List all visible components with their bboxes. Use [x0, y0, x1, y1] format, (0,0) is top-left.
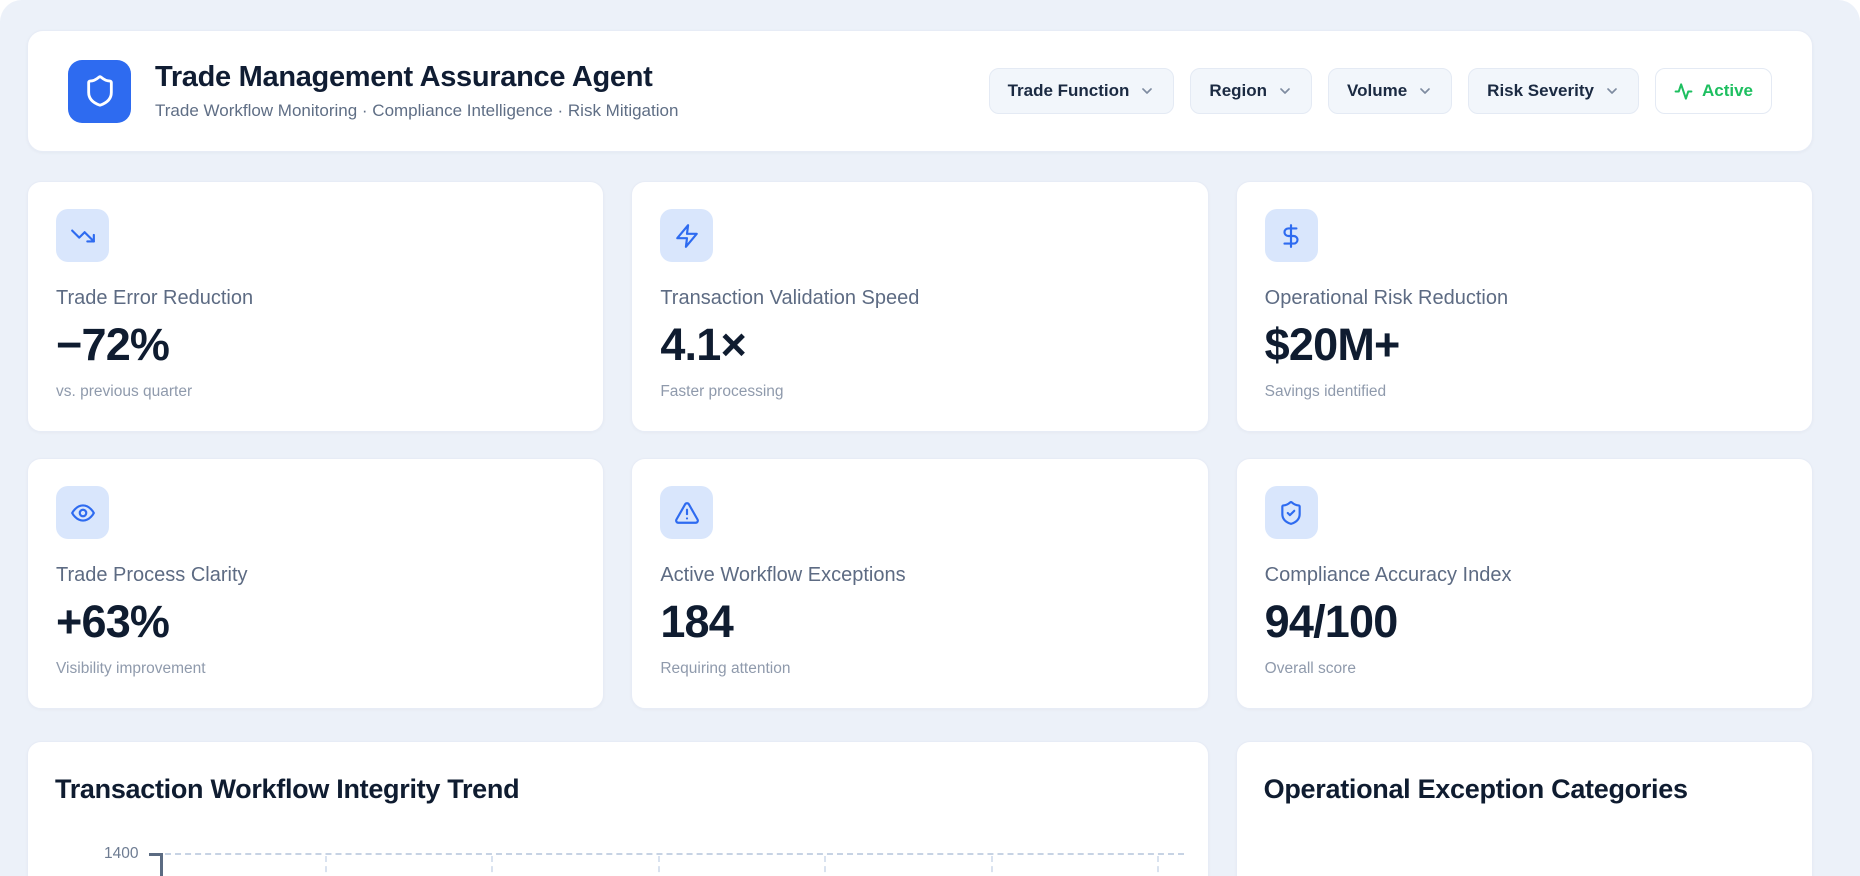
metric-label: Operational Risk Reduction: [1264, 287, 1509, 309]
metric-subtext: Overall score: [1264, 660, 1356, 677]
metric-card-validation-speed: Transaction Validation Speed 4.1× Faster…: [631, 181, 1209, 432]
metric-icon-chip: [660, 486, 714, 539]
metrics-grid: Trade Error Reduction −72% vs. previous …: [27, 181, 1813, 709]
panel-workflow-integrity-trend: Transaction Workflow Integrity Trend 140…: [27, 741, 1209, 876]
y-axis-tick-mark: [149, 853, 162, 856]
header-titles: Trade Management Assurance Agent Trade W…: [155, 61, 678, 121]
filter-region-label: Region: [1209, 81, 1268, 100]
filter-volume[interactable]: Volume: [1328, 68, 1453, 114]
metric-label: Compliance Accuracy Index: [1264, 564, 1512, 586]
chart-v-gridline: [1157, 856, 1159, 876]
filter-risk-severity-label: Risk Severity: [1487, 81, 1594, 100]
chart-v-gridline: [491, 856, 493, 876]
chevron-down-icon: [1420, 88, 1431, 94]
alert-triangle-icon: [674, 501, 699, 524]
filter-region[interactable]: Region: [1190, 68, 1313, 114]
bottom-panels: Transaction Workflow Integrity Trend 140…: [27, 741, 1813, 876]
chart-h-gridline: [165, 853, 1184, 855]
metric-value: 94/100: [1264, 596, 1399, 647]
y-axis-line: [160, 853, 163, 876]
chart-v-gridline: [824, 856, 826, 876]
metric-card-trade-error-reduction: Trade Error Reduction −72% vs. previous …: [27, 181, 605, 432]
metric-subtext: Visibility improvement: [56, 660, 206, 677]
metric-label: Transaction Validation Speed: [660, 287, 920, 309]
metric-card-workflow-exceptions: Active Workflow Exceptions 184 Requiring…: [631, 458, 1209, 709]
metric-value: 184: [660, 596, 734, 647]
metric-icon-chip: [1264, 209, 1318, 262]
header-bar: Trade Management Assurance Agent Trade W…: [27, 30, 1813, 152]
metric-subtext: Requiring attention: [660, 660, 791, 677]
status-badge[interactable]: Active: [1654, 68, 1772, 114]
chevron-down-icon: [1142, 88, 1153, 94]
panel-title: Transaction Workflow Integrity Trend: [55, 774, 520, 804]
metric-subtext: vs. previous quarter: [56, 383, 193, 400]
metric-label: Active Workflow Exceptions: [660, 564, 906, 586]
filter-volume-label: Volume: [1347, 81, 1408, 100]
metric-subtext: Faster processing: [660, 383, 784, 400]
chevron-down-icon: [1607, 88, 1617, 94]
metric-icon-chip: [1264, 486, 1318, 539]
header-actions: Trade Function Region Volume Risk Severi…: [988, 68, 1772, 114]
metric-icon-chip: [660, 209, 714, 262]
metric-value: $20M+: [1264, 319, 1401, 370]
shield-icon: [86, 75, 113, 107]
metric-card-risk-reduction: Operational Risk Reduction $20M+ Savings…: [1235, 181, 1813, 432]
y-axis-tick-label: 1400: [104, 845, 139, 862]
chevron-down-icon: [1280, 88, 1290, 94]
app-logo: [68, 59, 131, 123]
filter-trade-function[interactable]: Trade Function: [988, 68, 1175, 114]
page-subtitle: Trade Workflow Monitoring · Compliance I…: [155, 101, 679, 120]
eye-icon: [70, 503, 95, 522]
metric-value: +63%: [56, 596, 170, 647]
metric-value: −72%: [56, 319, 170, 370]
zap-icon: [675, 223, 698, 248]
metric-label: Trade Error Reduction: [56, 287, 254, 309]
chart-v-gridline: [658, 856, 660, 876]
metric-subtext: Savings identified: [1264, 383, 1387, 400]
metric-label: Trade Process Clarity: [56, 564, 248, 586]
page-title: Trade Management Assurance Agent: [155, 61, 653, 93]
metric-icon-chip: [56, 209, 109, 262]
metric-icon-chip: [56, 486, 109, 539]
status-label: Active: [1701, 81, 1753, 100]
dollar-icon: [1283, 223, 1299, 248]
metric-card-compliance-accuracy: Compliance Accuracy Index 94/100 Overall…: [1235, 458, 1813, 709]
activity-icon: [1674, 82, 1693, 100]
panel-title: Operational Exception Categories: [1263, 774, 1688, 804]
metric-card-process-clarity: Trade Process Clarity +63% Visibility im…: [27, 458, 605, 709]
filter-trade-function-label: Trade Function: [1007, 81, 1130, 100]
shield-check-icon: [1281, 500, 1301, 525]
chart-v-gridline: [991, 856, 993, 876]
filter-risk-severity[interactable]: Risk Severity: [1468, 68, 1639, 114]
panel-exception-categories: Operational Exception Categories: [1235, 741, 1813, 876]
metric-value: 4.1×: [660, 319, 746, 370]
chart-v-gridline: [325, 856, 327, 876]
trending-down-icon: [70, 229, 95, 242]
